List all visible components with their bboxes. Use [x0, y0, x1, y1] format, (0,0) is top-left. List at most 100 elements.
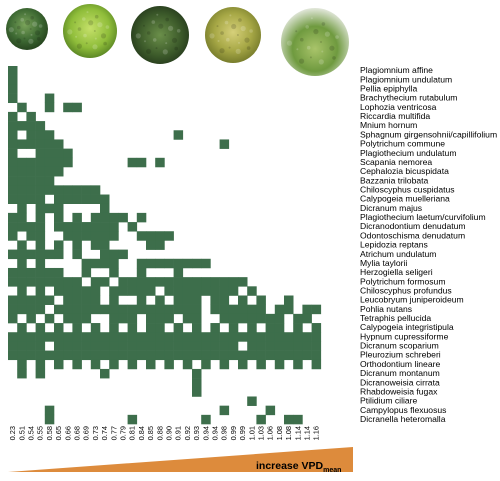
presence-cell [8, 121, 18, 131]
presence-cell [8, 222, 18, 232]
presence-cell [118, 332, 128, 342]
moss-texture [25, 20, 31, 26]
presence-cell [109, 222, 119, 232]
presence-cell [35, 249, 46, 260]
presence-cell [8, 249, 18, 260]
moss-texture [30, 33, 33, 36]
species-label: Campylopus flexuosus [360, 405, 446, 415]
presence-cell [8, 176, 18, 186]
presence-cell [8, 66, 18, 76]
presence-cell [182, 350, 193, 361]
presence-cell [109, 350, 119, 361]
presence-cell [146, 258, 156, 269]
species-label: Dicranum montanum [360, 368, 440, 378]
presence-cell [100, 231, 110, 241]
species-label: Chiloscyphus cuspidatus [360, 185, 455, 195]
presence-cell [173, 277, 184, 287]
presence-cell [118, 212, 128, 223]
presence-cell [17, 203, 27, 214]
moss-texture [28, 38, 34, 44]
presence-cell [81, 185, 92, 195]
presence-cell [146, 332, 156, 342]
presence-cell [164, 359, 174, 370]
x-tick-label: 1.16 [312, 426, 321, 440]
moss-texture [332, 56, 336, 60]
presence-cell [118, 313, 128, 324]
presence-cell [146, 277, 156, 287]
presence-cell [256, 313, 266, 324]
presence-cell [256, 350, 266, 361]
moss-texture [209, 33, 215, 39]
moss-texture [305, 25, 310, 29]
presence-cell [72, 277, 82, 287]
presence-cell [54, 157, 64, 168]
presence-cell [155, 323, 165, 333]
moss-texture [75, 35, 78, 38]
presence-cell [100, 277, 110, 287]
presence-cell [293, 350, 303, 361]
presence-cell [81, 267, 92, 278]
moss-texture [38, 24, 43, 28]
presence-cell [127, 359, 138, 370]
presence-cell [44, 332, 55, 342]
presence-cell [26, 231, 36, 241]
presence-cell [81, 194, 92, 204]
moss-photo-5 [281, 8, 349, 76]
presence-cell [63, 185, 73, 195]
presence-cell [54, 341, 64, 351]
presence-cell [8, 166, 18, 177]
presence-cell [54, 359, 64, 370]
presence-cell [256, 304, 266, 315]
species-label: Plagiomnium affine [360, 65, 433, 75]
presence-cell [192, 304, 202, 315]
presence-cell [72, 323, 82, 333]
presence-cell [173, 332, 184, 342]
presence-cell [17, 368, 27, 379]
moss-texture [238, 18, 242, 22]
presence-cell [210, 277, 220, 287]
moss-texture [23, 37, 26, 40]
presence-cell [201, 414, 211, 425]
moss-texture [309, 56, 312, 59]
presence-cell [173, 341, 184, 351]
presence-cell [182, 313, 193, 324]
presence-cell [26, 176, 36, 186]
species-label: Riccardia multifida [360, 111, 430, 121]
presence-cell [35, 332, 46, 342]
presence-cell [8, 139, 18, 149]
presence-cell [63, 277, 73, 287]
presence-cell [72, 102, 82, 113]
moss-texture [143, 24, 145, 27]
presence-cell [17, 222, 27, 232]
presence-cell [228, 304, 239, 315]
presence-cell [44, 139, 55, 149]
presence-cell [219, 341, 230, 351]
presence-cell [127, 323, 138, 333]
moss-texture [74, 21, 77, 24]
x-tick-label: 1.14 [303, 426, 312, 440]
presence-cell [201, 332, 211, 342]
moss-texture [231, 23, 237, 30]
presence-cell [311, 323, 322, 333]
species-label: Leucobryum juniperoideum [360, 295, 464, 305]
presence-cell [35, 240, 46, 250]
moss-texture [171, 37, 178, 43]
presence-cell [54, 332, 64, 342]
presence-cell [72, 350, 82, 361]
moss-photos [6, 4, 349, 76]
moss-texture [164, 34, 167, 36]
species-label: Chiloscyphus profundus [360, 285, 452, 295]
species-label: Polytrichum commune [360, 139, 445, 149]
moss-texture [246, 46, 251, 50]
presence-cell [219, 332, 230, 342]
presence-cell [100, 249, 110, 260]
presence-cell [155, 157, 165, 168]
presence-cell [219, 359, 230, 370]
presence-cell [35, 295, 46, 305]
presence-cell [17, 185, 27, 195]
moss-texture [34, 30, 41, 36]
moss-texture [220, 31, 224, 35]
presence-cell [44, 203, 55, 214]
moss-texture [83, 33, 87, 38]
x-tick-label: 0.69 [82, 426, 91, 440]
